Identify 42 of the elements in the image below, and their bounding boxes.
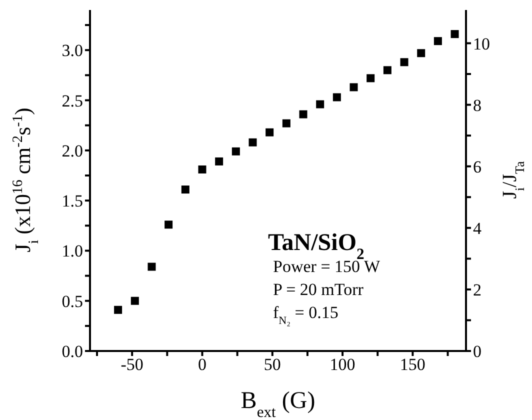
y-tick-label: 1.5 [62, 192, 83, 211]
point [266, 128, 274, 136]
point [114, 306, 122, 314]
y2-tick-label: 0 [473, 342, 482, 362]
y-tick-label: 2.5 [62, 91, 83, 110]
point [164, 220, 173, 229]
point [130, 296, 139, 305]
y-tick-label: 0.0 [62, 342, 83, 362]
point [332, 93, 341, 102]
x-tick-label: 50 [264, 355, 281, 374]
point [148, 262, 156, 271]
annotation: f$_{N₂}$ = 0.15 [273, 303, 338, 327]
y2-tick-label: 6 [473, 157, 482, 176]
point [248, 138, 257, 146]
point [316, 100, 324, 108]
y2-tick-label: 4 [473, 218, 482, 238]
x-tick-label: 100 [330, 355, 356, 374]
point [350, 83, 358, 92]
y2-tick-label: 10 [473, 34, 490, 54]
point [282, 119, 290, 128]
annotation: P = 20 mTorr [273, 280, 364, 299]
point [215, 157, 224, 166]
x-tick-label: 150 [400, 355, 426, 374]
point [383, 66, 392, 74]
point [417, 49, 426, 58]
point [400, 58, 408, 66]
point [198, 165, 206, 174]
y2-tick-label: 2 [473, 280, 482, 300]
x-tick-label: 0 [198, 355, 206, 374]
y-tick-label: 3.0 [62, 41, 83, 60]
point [366, 74, 375, 82]
y-tick-label: 1.0 [62, 242, 83, 261]
x-tick-label: -50 [120, 355, 144, 374]
y-tick-label: 2.0 [62, 141, 83, 160]
point [434, 37, 442, 46]
y2-tick-label: 8 [473, 96, 482, 115]
point [299, 110, 308, 118]
point [232, 147, 240, 156]
point [181, 186, 190, 194]
point [450, 30, 459, 38]
x-axis-title: B$_{ext}$ (G) [240, 388, 316, 420]
y-tick-label: 0.5 [62, 292, 83, 311]
